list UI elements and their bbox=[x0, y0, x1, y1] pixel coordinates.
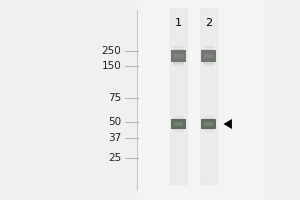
Bar bbox=[174, 54, 183, 58]
Bar bbox=[173, 131, 184, 132]
Bar bbox=[173, 116, 184, 117]
Text: 1: 1 bbox=[175, 18, 182, 28]
Text: 2: 2 bbox=[205, 18, 212, 28]
Text: 25: 25 bbox=[108, 153, 122, 163]
Bar bbox=[173, 129, 184, 130]
Bar bbox=[171, 50, 186, 62]
Bar bbox=[173, 49, 184, 50]
Bar bbox=[203, 116, 214, 117]
Bar bbox=[203, 62, 214, 64]
Text: 75: 75 bbox=[108, 93, 122, 103]
Bar bbox=[204, 122, 213, 126]
Bar bbox=[203, 129, 214, 130]
Bar bbox=[201, 50, 216, 62]
Bar bbox=[173, 64, 184, 66]
Bar bbox=[200, 8, 217, 184]
Bar bbox=[203, 46, 214, 48]
Polygon shape bbox=[224, 119, 232, 129]
Text: 250: 250 bbox=[102, 46, 122, 56]
Text: 37: 37 bbox=[108, 133, 122, 143]
Bar bbox=[174, 122, 183, 126]
Bar bbox=[203, 131, 214, 132]
Bar bbox=[201, 119, 216, 129]
Bar bbox=[203, 118, 214, 119]
Bar bbox=[173, 118, 184, 119]
Bar bbox=[204, 54, 213, 58]
Bar bbox=[203, 64, 214, 66]
Bar bbox=[170, 8, 187, 184]
Bar bbox=[173, 46, 184, 48]
Bar bbox=[203, 49, 214, 50]
Text: 50: 50 bbox=[108, 117, 122, 127]
Bar bbox=[136, 0, 264, 200]
Bar bbox=[171, 119, 186, 129]
Bar bbox=[173, 62, 184, 64]
Text: 150: 150 bbox=[102, 61, 122, 71]
